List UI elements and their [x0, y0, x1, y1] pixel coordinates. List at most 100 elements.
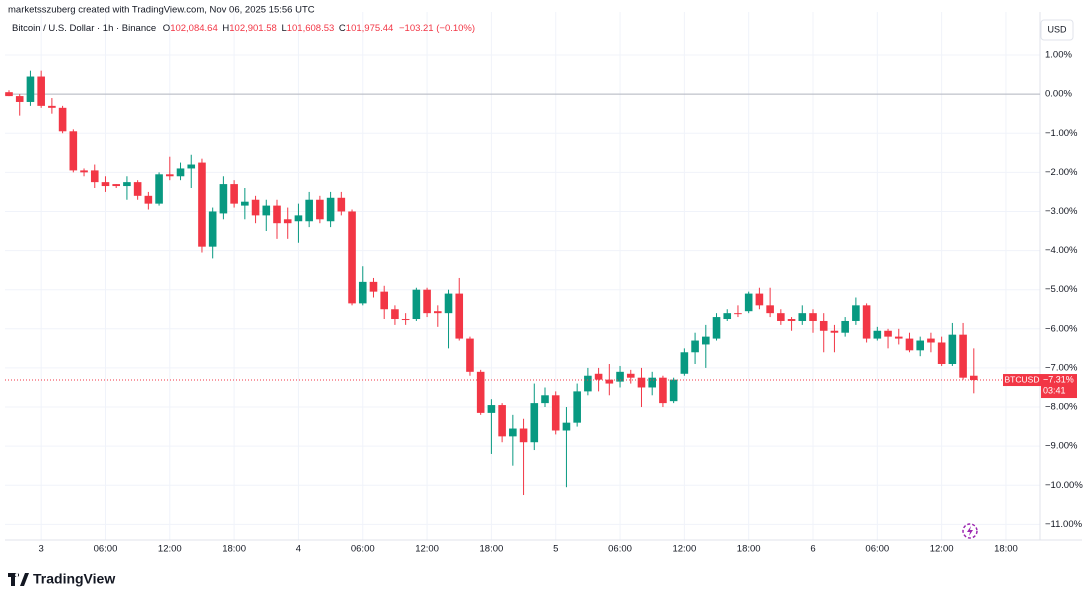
candle-body — [937, 342, 946, 364]
candle-body — [702, 336, 710, 345]
candle-body — [562, 422, 571, 431]
candle-body — [241, 201, 249, 206]
x-tick-label: 18:00 — [222, 544, 246, 555]
x-tick-label: 6 — [810, 544, 815, 555]
candle-body — [198, 162, 206, 247]
candle-body — [755, 293, 764, 306]
candle-body — [712, 317, 721, 339]
last-price-label: −7.31% — [1043, 374, 1074, 384]
x-tick-label: 06:00 — [865, 544, 889, 555]
last-price-countdown: 03:41 — [1043, 385, 1066, 395]
candle-body — [112, 184, 120, 187]
candle-body — [744, 293, 753, 312]
y-tick-label: −5.00% — [1045, 284, 1078, 295]
x-tick-label: 18:00 — [994, 544, 1018, 555]
candle-body — [584, 375, 592, 392]
ohlc-key: C — [339, 23, 346, 34]
replay-icon-bolt — [967, 526, 973, 536]
candle-body — [58, 107, 67, 132]
currency[interactable]: USD — [1047, 24, 1067, 34]
replay-icon[interactable] — [962, 523, 978, 539]
y-tick-label: −4.00% — [1045, 245, 1078, 256]
ohlc-key: H — [222, 23, 229, 34]
last-price-label-box — [1041, 374, 1077, 399]
candle-body — [283, 219, 292, 224]
candle-body — [337, 197, 346, 212]
y-tick-label: −8.00% — [1045, 402, 1078, 413]
x-tick-label: 12:00 — [672, 544, 696, 555]
candle-body — [230, 184, 238, 204]
x-tick-label: 06:00 — [608, 544, 632, 555]
candle-body — [176, 168, 185, 177]
candle-body — [476, 371, 485, 413]
y-tick-label: −11.00% — [1045, 519, 1083, 530]
candle-body — [219, 184, 228, 214]
candle-body — [894, 336, 903, 339]
y-tick-label: −10.00% — [1045, 480, 1083, 491]
candle-body — [251, 199, 260, 216]
candle-body — [348, 211, 356, 304]
candle-body — [80, 170, 88, 173]
candle-body — [637, 377, 646, 388]
candle-body — [166, 174, 174, 177]
candle-body — [133, 182, 142, 196]
ohlc-value: 102,084.64 — [170, 23, 218, 34]
candle-body — [358, 281, 367, 304]
y-tick-label: −1.00% — [1045, 128, 1078, 139]
candle-body — [916, 340, 924, 351]
candle-body — [101, 182, 110, 187]
candle-body — [798, 313, 807, 321]
candle-body — [144, 195, 153, 204]
y-tick-label: −9.00% — [1045, 441, 1078, 452]
candle-body — [691, 340, 699, 353]
y-tick-label: −2.00% — [1045, 167, 1078, 178]
candle-body — [541, 395, 549, 404]
ohlc-key: O — [163, 23, 170, 34]
candle-body — [423, 289, 431, 314]
x-tick-label: 06:00 — [351, 544, 375, 555]
candle-body — [970, 375, 978, 381]
last-price-symbol: BTCUSD — [1005, 374, 1040, 384]
last-price-tag — [1003, 374, 1041, 387]
candle-body — [155, 174, 163, 204]
candle-body — [391, 309, 399, 320]
candle-body — [498, 405, 506, 437]
y-tick-label: 1.00% — [1045, 50, 1072, 61]
candle-body — [959, 334, 967, 378]
candle-body — [734, 313, 742, 315]
currency-box[interactable] — [1040, 19, 1074, 41]
plot: BTCUSD −7.31%03:41 — [5, 70, 1077, 496]
candle-body — [830, 330, 839, 333]
candle-body — [841, 320, 849, 333]
candle-body — [369, 281, 378, 292]
candle-body — [648, 377, 656, 388]
candle-body — [294, 215, 303, 222]
candle-body — [26, 76, 35, 102]
x-tick-label: 12:00 — [930, 544, 954, 555]
candle-body — [273, 205, 281, 224]
ohlc-key: L — [281, 23, 286, 34]
candle-body — [412, 289, 421, 320]
candle-body — [37, 76, 45, 106]
candle-body — [123, 182, 131, 187]
candle-body — [262, 205, 271, 216]
candle-body — [401, 319, 410, 321]
candle-body — [626, 373, 635, 378]
candle-body — [616, 371, 624, 382]
candle-body — [809, 313, 817, 321]
candle-body — [927, 338, 935, 343]
ohlc-value: 102,901.58 — [229, 23, 277, 34]
x-tick-label: 4 — [296, 544, 301, 555]
x-tick-label: 3 — [39, 544, 44, 555]
candle-body — [69, 131, 78, 171]
x-tick-label: 18:00 — [480, 544, 504, 555]
candle-body — [573, 391, 581, 423]
candle-body — [884, 330, 892, 337]
credit: marketsszuberg created with TradingView.… — [8, 5, 315, 16]
candle-body — [766, 305, 774, 314]
candle-body — [487, 405, 496, 413]
axis: 1.00% 0.00% −1.00% −2.00% −3.00% −4.00% −5.00%… — [39, 50, 1084, 555]
candle-body — [90, 170, 99, 183]
